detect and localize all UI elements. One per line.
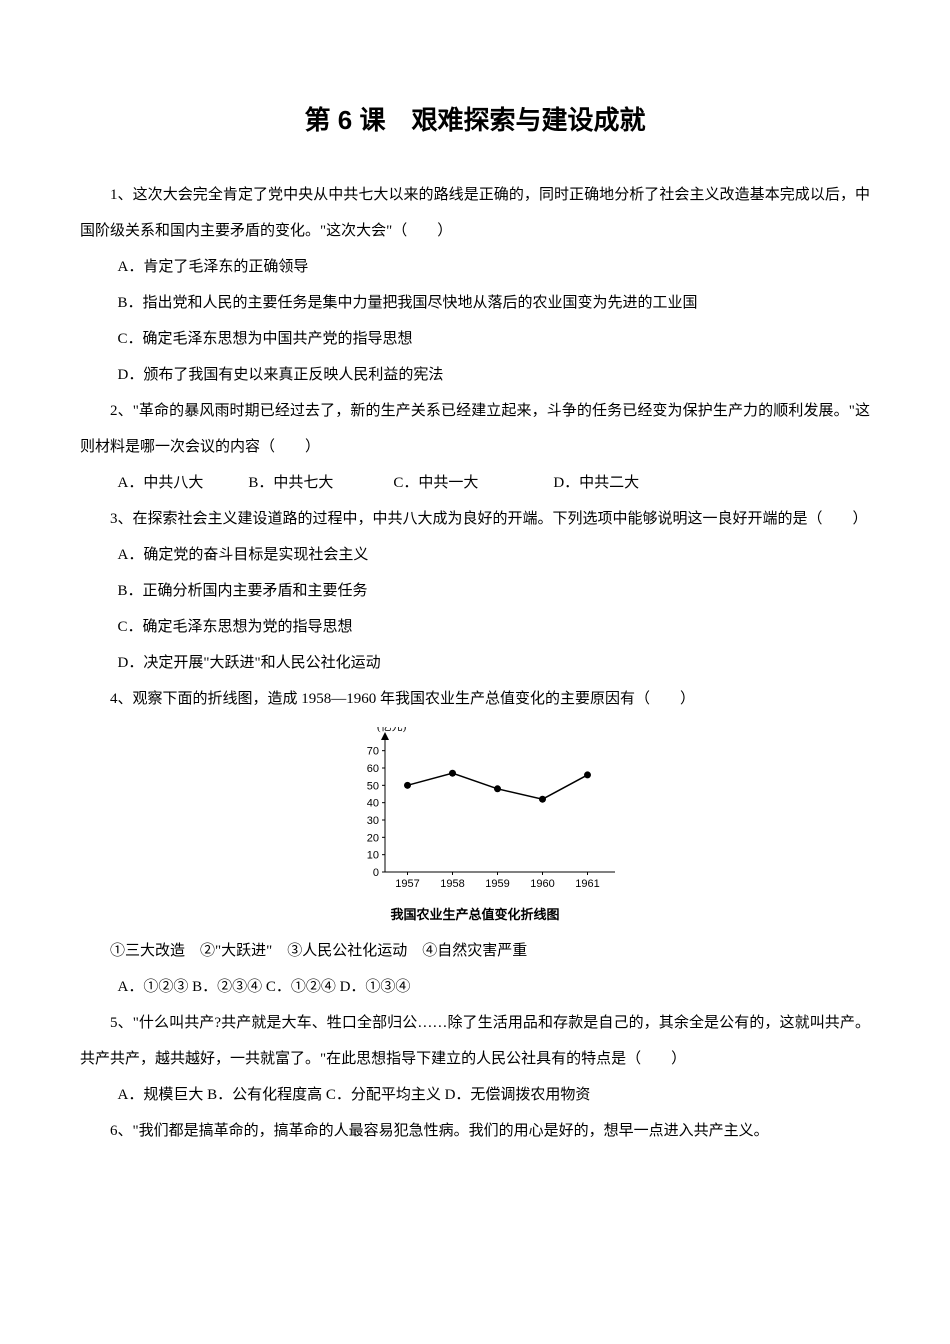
q3-option-a: A．确定党的奋斗目标是实现社会主义 — [80, 537, 870, 573]
chart-container: 010203040506070(亿元)19571958195919601961(… — [80, 727, 870, 923]
q3-option-c: C．确定毛泽东思想为党的指导思想 — [80, 609, 870, 645]
question-2: 2、"革命的暴风雨时期已经过去了，新的生产关系已经建立起来，斗争的任务已经变为保… — [80, 393, 870, 465]
svg-text:60: 60 — [367, 763, 379, 775]
q3-option-b: B．正确分析国内主要矛盾和主要任务 — [80, 573, 870, 609]
svg-text:(亿元): (亿元) — [377, 727, 407, 733]
svg-text:1960: 1960 — [530, 878, 554, 890]
q4-options: A．①②③ B．②③④ C．①②④ D．①③④ — [80, 969, 870, 1005]
svg-text:0: 0 — [373, 867, 379, 879]
svg-text:50: 50 — [367, 780, 379, 792]
chart-caption: 我国农业生产总值变化折线图 — [80, 904, 870, 923]
question-1: 1、这次大会完全肯定了党中央从中共七大以来的路线是正确的，同时正确地分析了社会主… — [80, 177, 870, 249]
svg-text:20: 20 — [367, 832, 379, 844]
q1-option-b: B．指出党和人民的主要任务是集中力量把我国尽快地从落后的农业国变为先进的工业国 — [80, 285, 870, 321]
svg-text:40: 40 — [367, 798, 379, 810]
svg-text:1959: 1959 — [485, 878, 509, 890]
q1-option-c: C．确定毛泽东思想为中国共产党的指导思想 — [80, 321, 870, 357]
q1-option-a: A．肯定了毛泽东的正确领导 — [80, 249, 870, 285]
svg-text:1961: 1961 — [575, 878, 599, 890]
q1-option-d: D．颁布了我国有史以来真正反映人民利益的宪法 — [80, 357, 870, 393]
svg-text:30: 30 — [367, 815, 379, 827]
q4-footnote: ①三大改造 ②"大跃进" ③人民公社化运动 ④自然灾害严重 — [80, 933, 870, 969]
svg-text:70: 70 — [367, 746, 379, 758]
question-3: 3、在探索社会主义建设道路的过程中，中共八大成为良好的开端。下列选项中能够说明这… — [80, 501, 870, 537]
line-chart: 010203040506070(亿元)19571958195919601961(… — [335, 727, 615, 897]
q2-options: A．中共八大 B．中共七大 C．中共一大 D．中共二大 — [80, 465, 870, 501]
q3-option-d: D．决定开展"大跃进"和人民公社化运动 — [80, 645, 870, 681]
q5-options: A．规模巨大 B．公有化程度高 C．分配平均主义 D．无偿调拨农用物资 — [80, 1077, 870, 1113]
question-6: 6、"我们都是搞革命的，搞革命的人最容易犯急性病。我们的用心是好的，想早一点进入… — [80, 1113, 870, 1149]
question-5: 5、"什么叫共产?共产就是大车、牲口全部归公……除了生活用品和存款是自己的，其余… — [80, 1005, 870, 1077]
svg-text:1957: 1957 — [395, 878, 419, 890]
svg-text:10: 10 — [367, 850, 379, 862]
question-4: 4、观察下面的折线图，造成 1958—1960 年我国农业生产总值变化的主要原因… — [80, 681, 870, 717]
lesson-title: 第 6 课 艰难探索与建设成就 — [80, 100, 870, 137]
document-page: 第 6 课 艰难探索与建设成就 1、这次大会完全肯定了党中央从中共七大以来的路线… — [0, 0, 950, 1344]
svg-text:1958: 1958 — [440, 878, 464, 890]
